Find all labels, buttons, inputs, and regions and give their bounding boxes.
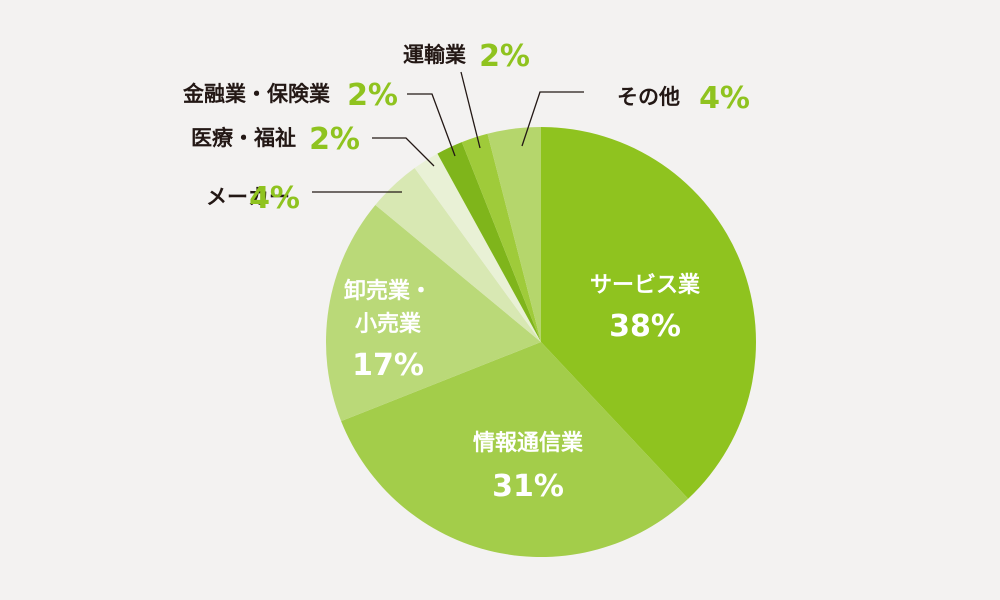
slice-value-label: 2% bbox=[347, 78, 398, 113]
slice-value-label: 38% bbox=[609, 309, 681, 344]
slice-label: サービス業 bbox=[590, 273, 701, 298]
slice-value-label: 2% bbox=[309, 122, 360, 157]
slice-value-label: 2% bbox=[479, 39, 530, 74]
slice-label: 金融業・保険業 bbox=[182, 82, 331, 106]
slice-label: その他 bbox=[617, 85, 680, 109]
slice-label: 卸売業・ bbox=[344, 278, 432, 304]
slice-value-label: 4% bbox=[699, 81, 750, 116]
slice-label: 小売業 bbox=[355, 311, 422, 337]
slice-value-label: 17% bbox=[352, 348, 424, 383]
slice-label: 情報通信業 bbox=[473, 430, 584, 456]
slice-label: 運輸業 bbox=[403, 43, 467, 67]
slice-value-label: 4% bbox=[249, 181, 300, 216]
leader-line bbox=[461, 72, 480, 148]
slice-label: 医療・福祉 bbox=[191, 126, 296, 150]
slice-value-label: 31% bbox=[492, 469, 564, 504]
